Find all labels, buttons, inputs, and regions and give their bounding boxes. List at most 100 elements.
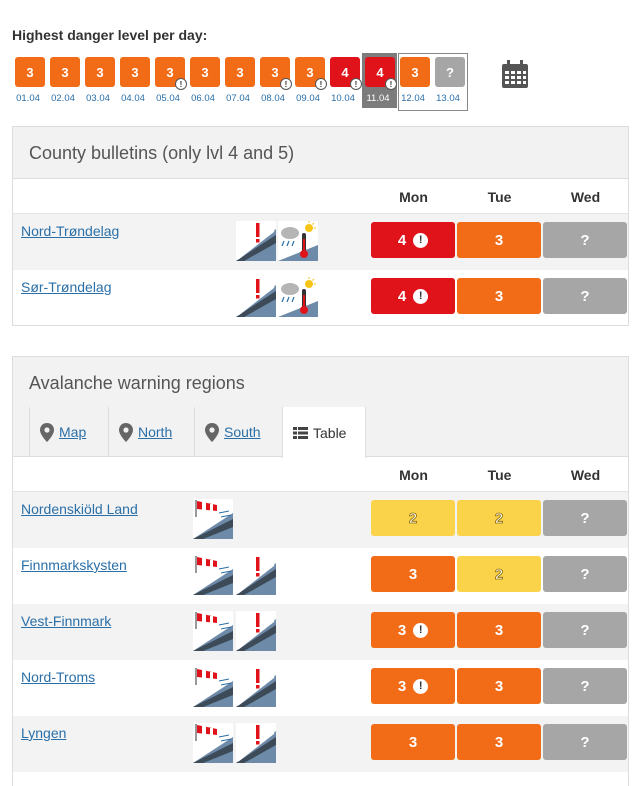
day-10[interactable]: 4! 11.04 [362,53,397,108]
danger-level: 4 [397,287,407,305]
region-link[interactable]: Finnmarkskysten [21,557,127,573]
region-link[interactable]: Sør-Trøndelag [21,279,112,295]
tab-map[interactable]: Map [29,407,108,457]
danger-level: 2 [494,565,504,583]
tab-north[interactable]: North [108,407,194,457]
danger-level: 3 [408,565,418,583]
day-level-box: 4! [330,57,362,90]
wet-slab-icon [236,555,276,595]
danger-level: ? [580,565,590,583]
day-2[interactable]: 3 03.04 [82,53,117,108]
wet-slab-icon [236,277,276,317]
danger-level-cell[interactable]: 2 [457,500,541,536]
day-8[interactable]: 3! 09.04 [292,53,327,108]
day-6[interactable]: 3 07.04 [222,53,257,108]
danger-level-cell[interactable]: ? [543,612,627,648]
danger-level: 3 [494,733,504,751]
danger-cells: 3 2? [371,556,627,592]
danger-level: 3 [397,621,407,639]
region-link[interactable]: Nord-Trøndelag [21,223,120,239]
table-row: Nord-Troms 3! 3? [13,660,628,716]
danger-cells: 3 3? [371,724,627,760]
day-date: 06.04 [191,93,215,104]
problem-icons [193,611,276,651]
danger-level-cell[interactable]: 3 [457,278,541,314]
danger-level-cell[interactable]: 3! [371,612,455,648]
day-level: 3 [306,64,314,80]
day-12[interactable]: ? 13.04 [432,53,467,108]
danger-level: ? [580,677,590,695]
day-date: 03.04 [86,93,110,104]
tab-table[interactable]: Table [282,407,366,458]
day-level-box: 3! [260,57,292,90]
danger-level-cell[interactable]: 3 [457,724,541,760]
danger-level-cell[interactable]: 3 [457,612,541,648]
day-level-box: 3! [155,57,187,90]
danger-level: 4 [397,231,407,249]
calendar-icon[interactable] [501,60,529,89]
danger-level-cell[interactable]: 3 [371,724,455,760]
day-5[interactable]: 3 06.04 [187,53,222,108]
danger-level-cell[interactable]: 3 [457,668,541,704]
problem-icons [193,667,276,707]
danger-level-cell[interactable]: ? [543,556,627,592]
danger-level-cell[interactable]: ? [543,668,627,704]
danger-level-cell[interactable]: 2 [371,500,455,536]
regions-panel-title: Avalanche warning regions [13,357,628,407]
col-tue: Tue [487,189,512,205]
wind-slab-icon [193,667,233,707]
table-row: Sør-Trøndelag 4! 3? [13,270,628,326]
problem-icons [193,723,276,763]
day-0[interactable]: 3 01.04 [12,53,47,108]
danger-level-cell[interactable]: 4! [371,278,455,314]
region-link[interactable]: Vest-Finnmark [21,613,112,629]
warning-icon: ! [413,288,429,304]
day-9[interactable]: 4! 10.04 [327,53,362,108]
danger-cells: 4! 3? [371,278,627,314]
day-date: 01.04 [16,93,40,104]
danger-level-cell[interactable]: 2 [457,556,541,592]
day-7[interactable]: 3! 08.04 [257,53,292,108]
danger-level: 3 [408,733,418,751]
region-link[interactable]: Nord-Troms [21,669,96,685]
day-3[interactable]: 3 04.04 [117,53,152,108]
col-mon: Mon [399,189,428,205]
regions-tabs: Map North South Table [13,407,628,458]
problem-icons [236,277,318,317]
day-level: 3 [271,64,279,80]
danger-level-cell[interactable]: 3 [371,556,455,592]
danger-level-cell[interactable]: ? [543,278,627,314]
wet-slab-icon [236,667,276,707]
region-link[interactable]: Lyngen [21,725,67,741]
day-level: 3 [236,64,244,80]
day-4[interactable]: 3! 05.04 [152,53,187,108]
danger-level-cell[interactable]: ? [543,724,627,760]
danger-cells: 3! 3? [371,612,627,648]
day-date: 05.04 [156,93,180,104]
table-row: Nordenskiöld Land 2 2? [13,492,628,548]
danger-level: ? [580,287,590,305]
col-mon: Mon [399,467,428,483]
day-level: 3 [26,64,34,80]
danger-level-cell[interactable]: ? [543,222,627,258]
day-level: 3 [131,64,139,80]
warning-icon: ! [413,678,429,694]
table-row: Nord-Trøndelag 4! 3? [13,214,628,270]
day-date: 10.04 [331,93,355,104]
warning-icon: ! [280,78,292,90]
danger-level: 3 [494,287,504,305]
region-link[interactable]: Nordenskiöld Land [21,501,138,517]
wind-slab-icon [193,499,233,539]
day-11[interactable]: 3 12.04 [397,53,432,108]
county-column-headers: Mon Tue Wed [13,179,628,214]
day-date: 12.04 [401,93,425,104]
danger-level-cell[interactable]: 3 [457,222,541,258]
tab-south[interactable]: South [194,407,282,457]
danger-level-cell[interactable]: ? [543,500,627,536]
danger-level-cell[interactable]: 3! [371,668,455,704]
danger-level-cell[interactable]: 4! [371,222,455,258]
problem-icons [193,555,276,595]
wet-slab-icon [236,611,276,651]
day-1[interactable]: 3 02.04 [47,53,82,108]
